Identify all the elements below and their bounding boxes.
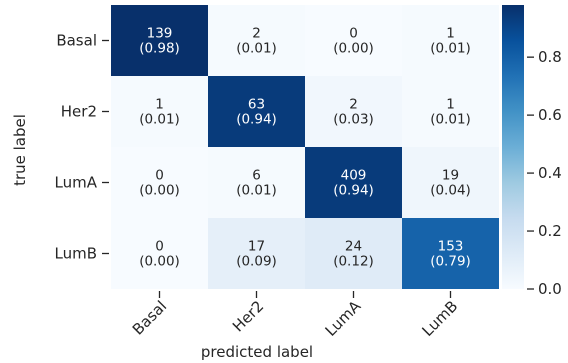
cell-fraction-label: (0.01): [236, 183, 277, 199]
colorbar: 0.0 0.2 0.4 0.6 0.8: [502, 5, 562, 298]
cell-fraction-label: (0.94): [236, 112, 277, 128]
cell-count-label: 1: [446, 97, 455, 113]
heatmap-cells: [111, 5, 499, 289]
heatmap-cell: [208, 5, 305, 76]
x-tick-label: LumB: [419, 297, 462, 340]
cell-count-label: 0: [349, 26, 358, 42]
heatmap-cell: [305, 5, 402, 76]
colorbar-tick-label: 0.4: [538, 164, 562, 182]
cell-count-label: 2: [349, 97, 358, 113]
cell-fraction-label: (0.01): [236, 41, 277, 57]
heatmap-cell: [402, 76, 499, 147]
heatmap-cell: [111, 218, 208, 289]
colorbar-tick-label: 0.6: [538, 106, 562, 124]
cell-fraction-label: (0.98): [139, 41, 180, 57]
y-tick-label: LumA: [55, 174, 98, 192]
cell-count-label: 409: [341, 168, 367, 184]
cell-count-label: 24: [345, 239, 362, 255]
colorbar-tick-label: 0.8: [538, 48, 562, 66]
y-tick-label: Her2: [61, 103, 97, 121]
heatmap-cell: [208, 147, 305, 218]
heatmap-cell: [111, 76, 208, 147]
heatmap-cell: [305, 147, 402, 218]
y-tick-label: LumB: [54, 245, 97, 263]
colorbar-gradient: [502, 5, 524, 289]
heatmap-cell: [305, 218, 402, 289]
cell-fraction-label: (0.01): [430, 112, 471, 128]
y-axis: Basal Her2 LumA LumB: [54, 32, 109, 263]
cell-count-label: 17: [248, 239, 265, 255]
cell-fraction-label: (0.12): [333, 254, 374, 270]
heatmap-cell: [402, 5, 499, 76]
cell-fraction-label: (0.01): [430, 41, 471, 57]
cell-count-label: 19: [442, 168, 459, 184]
x-axis: Basal Her2 LumA LumB: [129, 291, 461, 340]
cell-count-label: 153: [438, 239, 464, 255]
cell-count-label: 0: [155, 239, 164, 255]
cell-count-label: 6: [252, 168, 261, 184]
cell-fraction-label: (0.00): [333, 41, 374, 57]
y-axis-title: true label: [11, 114, 29, 186]
cell-fraction-label: (0.94): [333, 183, 374, 199]
heatmap-cell: [208, 218, 305, 289]
heatmap-cell: [402, 218, 499, 289]
y-tick-label: Basal: [56, 32, 97, 50]
heatmap-cell: [111, 147, 208, 218]
cell-fraction-label: (0.79): [430, 254, 471, 270]
heatmap-cell: [305, 76, 402, 147]
x-tick-label: LumA: [322, 297, 365, 340]
cell-count-label: 139: [147, 26, 173, 42]
cell-count-label: 1: [155, 97, 164, 113]
cell-fraction-label: (0.01): [139, 112, 180, 128]
x-tick-label: Basal: [129, 297, 170, 338]
cell-count-label: 2: [252, 26, 261, 42]
colorbar-tick-label: 0.0: [538, 280, 562, 298]
cell-fraction-label: (0.09): [236, 254, 277, 270]
cell-fraction-label: (0.04): [430, 183, 471, 199]
cell-count-label: 1: [446, 26, 455, 42]
cell-fraction-label: (0.00): [139, 254, 180, 270]
heatmap-cell: [208, 76, 305, 147]
cell-fraction-label: (0.00): [139, 183, 180, 199]
heatmap-cell: [402, 147, 499, 218]
x-axis-title: predicted label: [201, 343, 313, 361]
x-tick-label: Her2: [229, 297, 267, 335]
cell-fraction-label: (0.03): [333, 112, 374, 128]
cell-count-label: 0: [155, 168, 164, 184]
cell-count-label: 63: [248, 97, 265, 113]
heatmap-cell: [111, 5, 208, 76]
colorbar-tick-label: 0.2: [538, 222, 562, 240]
heatmap-cell-labels: 139(0.98)2(0.01)0(0.00)1(0.01)1(0.01)63(…: [139, 26, 471, 270]
